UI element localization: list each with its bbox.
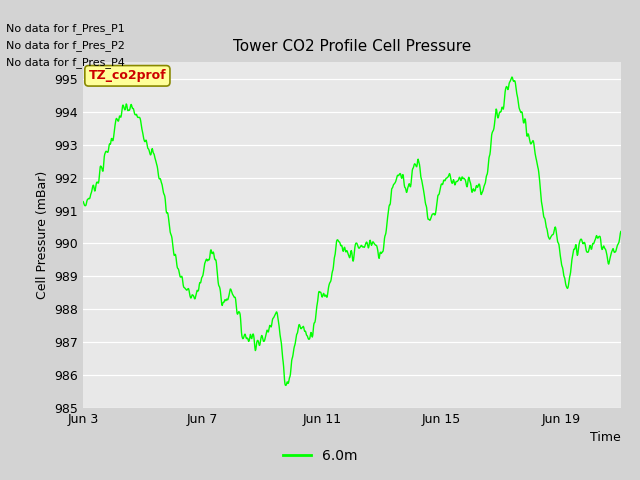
Text: No data for f_Pres_P4: No data for f_Pres_P4 xyxy=(6,57,125,68)
Text: No data for f_Pres_P2: No data for f_Pres_P2 xyxy=(6,40,125,51)
Y-axis label: Cell Pressure (mBar): Cell Pressure (mBar) xyxy=(36,171,49,300)
Title: Tower CO2 Profile Cell Pressure: Tower CO2 Profile Cell Pressure xyxy=(233,39,471,54)
Legend: 6.0m: 6.0m xyxy=(277,443,363,468)
Text: TZ_co2prof: TZ_co2prof xyxy=(88,69,166,82)
Text: No data for f_Pres_P1: No data for f_Pres_P1 xyxy=(6,23,125,34)
X-axis label: Time: Time xyxy=(590,432,621,444)
